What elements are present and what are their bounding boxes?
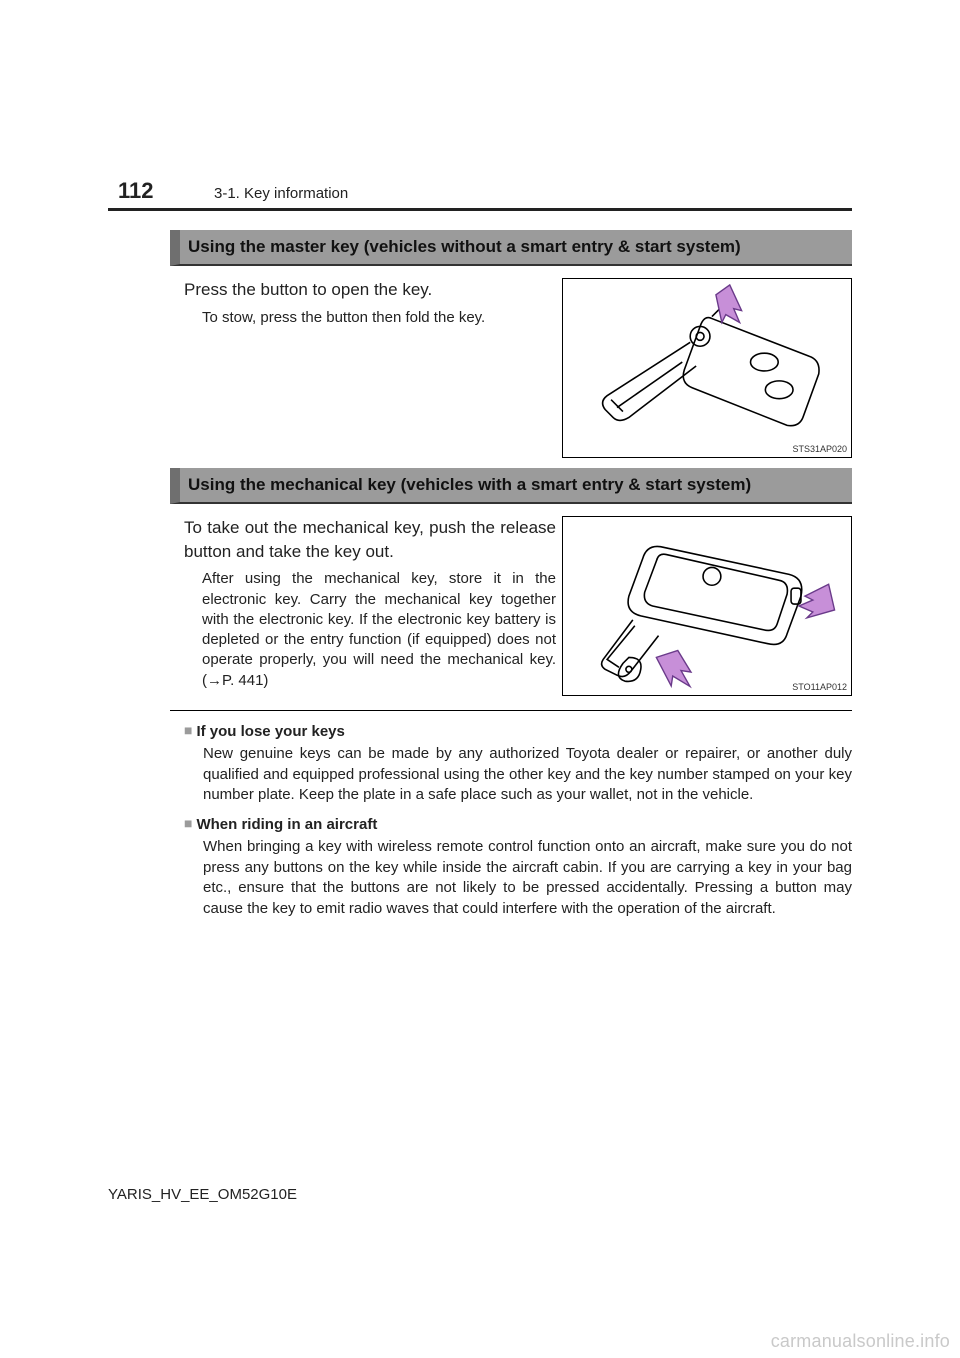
note-title: ■If you lose your keys bbox=[184, 723, 852, 740]
note-title-text: When riding in an aircraft bbox=[196, 816, 377, 833]
page-content: Using the master key (vehicles without a… bbox=[170, 220, 852, 920]
master-key-illustration bbox=[563, 279, 851, 457]
section-block-master-key: Press the button to open the key. To sto… bbox=[170, 278, 852, 458]
note-body: New genuine keys can be made by any auth… bbox=[203, 744, 852, 806]
pull-arrow-icon bbox=[649, 644, 700, 692]
bullet-square-icon: ■ bbox=[184, 722, 192, 738]
sub-text: To stow, press the button then fold the … bbox=[184, 308, 556, 328]
note-body: When bringing a key with wireless remote… bbox=[203, 837, 852, 920]
note-aircraft: ■When riding in an aircraft When bringin… bbox=[184, 816, 852, 920]
footer-doc-code: YARIS_HV_EE_OM52G10E bbox=[108, 1186, 297, 1203]
sub-text: After using the mechanical key, store it… bbox=[184, 569, 556, 691]
header-rule bbox=[108, 208, 852, 211]
press-arrow-icon bbox=[716, 285, 742, 323]
note-title-text: If you lose your keys bbox=[196, 723, 344, 740]
section-block-mechanical-key: To take out the mechanical key, push the… bbox=[170, 516, 852, 696]
text-column: To take out the mechanical key, push the… bbox=[170, 516, 556, 696]
figure-code: STO11AP012 bbox=[792, 682, 847, 692]
text-column: Press the button to open the key. To sto… bbox=[170, 278, 556, 458]
section-heading-master-key: Using the master key (vehicles without a… bbox=[170, 230, 852, 266]
watermark: carmanualsonline.info bbox=[771, 1331, 950, 1352]
lead-text: To take out the mechanical key, push the… bbox=[184, 516, 556, 564]
release-arrow-icon bbox=[799, 584, 835, 618]
note-lose-keys: ■If you lose your keys New genuine keys … bbox=[184, 723, 852, 806]
divider-rule bbox=[170, 710, 852, 711]
figure-master-key: STS31AP020 bbox=[562, 278, 852, 458]
page-number: 112 bbox=[118, 178, 154, 204]
note-title: ■When riding in an aircraft bbox=[184, 816, 852, 833]
section-heading-mechanical-key: Using the mechanical key (vehicles with … bbox=[170, 468, 852, 504]
manual-page: 112 3-1. Key information Using the maste… bbox=[0, 0, 960, 1358]
lead-text: Press the button to open the key. bbox=[184, 278, 556, 302]
figure-mechanical-key: STO11AP012 bbox=[562, 516, 852, 696]
mechanical-key-illustration bbox=[563, 517, 851, 695]
figure-code: STS31AP020 bbox=[792, 444, 847, 454]
breadcrumb: 3-1. Key information bbox=[214, 185, 348, 202]
bullet-square-icon: ■ bbox=[184, 815, 192, 831]
